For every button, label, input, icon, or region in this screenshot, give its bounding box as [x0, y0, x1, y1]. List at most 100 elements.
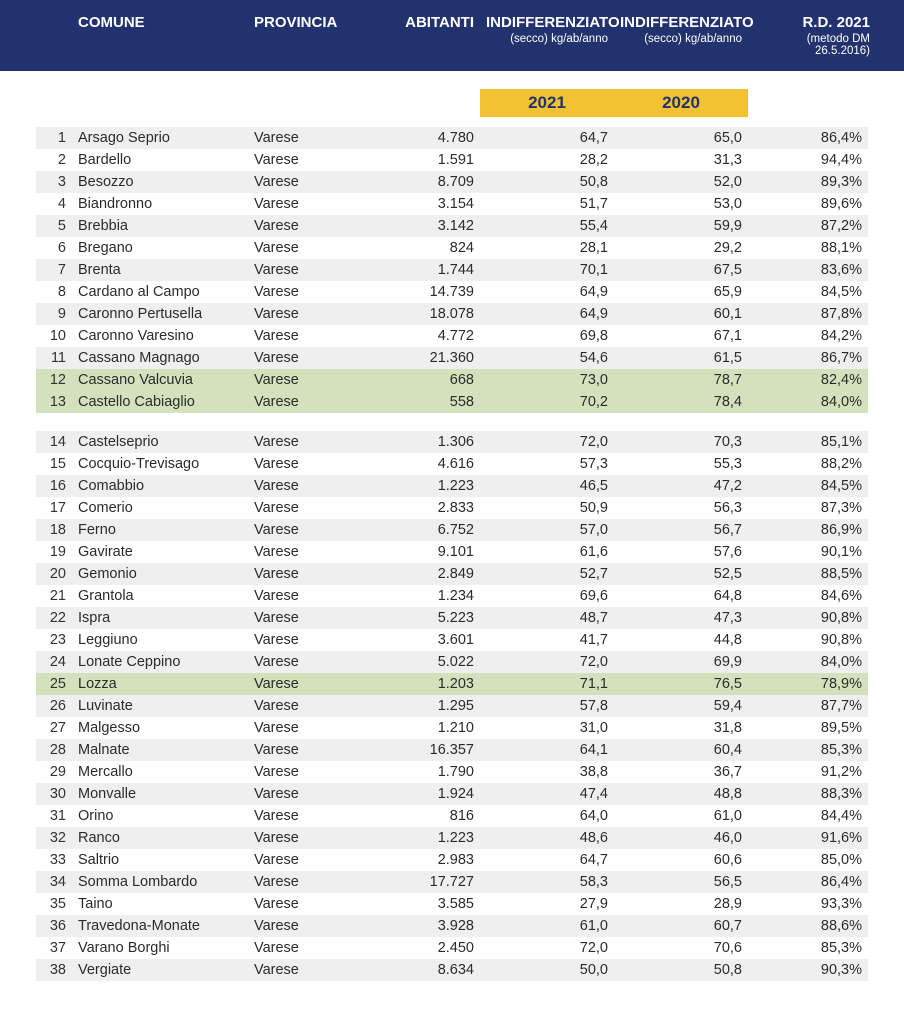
cell-indiff-2020: 47,2 [614, 475, 748, 497]
row-number: 27 [36, 717, 72, 739]
cell-indiff-2021: 64,9 [480, 281, 614, 303]
cell-abitanti: 6.752 [374, 519, 480, 541]
cell-indiff-2020: 55,3 [614, 453, 748, 475]
row-number: 37 [36, 937, 72, 959]
row-number: 9 [36, 303, 72, 325]
cell-rd-2021: 86,4% [748, 127, 868, 149]
cell-abitanti: 1.210 [374, 717, 480, 739]
cell-indiff-2020: 31,8 [614, 717, 748, 739]
cell-indiff-2021: 64,0 [480, 805, 614, 827]
row-number: 10 [36, 325, 72, 347]
col-indiff-2021-sub: (secco) kg/ab/anno [486, 33, 608, 45]
table-header: COMUNE PROVINCIA ABITANTI INDIFFERENZIAT… [0, 0, 904, 71]
cell-indiff-2021: 51,7 [480, 193, 614, 215]
table-row: 8Cardano al CampoVarese14.73964,965,984,… [36, 281, 868, 303]
cell-indiff-2020: 31,3 [614, 149, 748, 171]
table-row: 1Arsago SeprioVarese4.78064,765,086,4% [36, 127, 868, 149]
cell-abitanti: 1.295 [374, 695, 480, 717]
cell-abitanti: 816 [374, 805, 480, 827]
row-number: 23 [36, 629, 72, 651]
cell-indiff-2021: 61,6 [480, 541, 614, 563]
cell-rd-2021: 86,4% [748, 871, 868, 893]
cell-provincia: Varese [248, 215, 374, 237]
cell-indiff-2020: 50,8 [614, 959, 748, 981]
row-number: 22 [36, 607, 72, 629]
row-number: 30 [36, 783, 72, 805]
cell-provincia: Varese [248, 805, 374, 827]
row-number: 16 [36, 475, 72, 497]
cell-indiff-2020: 60,1 [614, 303, 748, 325]
cell-abitanti: 3.928 [374, 915, 480, 937]
row-number: 14 [36, 431, 72, 453]
row-number: 20 [36, 563, 72, 585]
cell-rd-2021: 90,8% [748, 629, 868, 651]
cell-indiff-2021: 52,7 [480, 563, 614, 585]
cell-provincia: Varese [248, 739, 374, 761]
cell-provincia: Varese [248, 127, 374, 149]
cell-indiff-2021: 57,0 [480, 519, 614, 541]
cell-provincia: Varese [248, 629, 374, 651]
cell-provincia: Varese [248, 849, 374, 871]
row-number: 3 [36, 171, 72, 193]
cell-provincia: Varese [248, 761, 374, 783]
cell-indiff-2021: 46,5 [480, 475, 614, 497]
table-row: 14CastelseprioVarese1.30672,070,385,1% [36, 431, 868, 453]
cell-provincia: Varese [248, 959, 374, 981]
cell-provincia: Varese [248, 893, 374, 915]
cell-comune: Cocquio-Trevisago [72, 453, 248, 475]
cell-indiff-2020: 28,9 [614, 893, 748, 915]
cell-provincia: Varese [248, 827, 374, 849]
cell-comune: Comabbio [72, 475, 248, 497]
table-row: 9Caronno PertusellaVarese18.07864,960,18… [36, 303, 868, 325]
cell-comune: Castelseprio [72, 431, 248, 453]
cell-abitanti: 1.591 [374, 149, 480, 171]
cell-provincia: Varese [248, 585, 374, 607]
table-row: 32RancoVarese1.22348,646,091,6% [36, 827, 868, 849]
cell-abitanti: 8.709 [374, 171, 480, 193]
cell-rd-2021: 91,2% [748, 761, 868, 783]
row-number: 15 [36, 453, 72, 475]
cell-abitanti: 1.223 [374, 475, 480, 497]
row-number: 11 [36, 347, 72, 369]
cell-rd-2021: 85,3% [748, 739, 868, 761]
cell-provincia: Varese [248, 347, 374, 369]
cell-abitanti: 8.634 [374, 959, 480, 981]
cell-abitanti: 3.601 [374, 629, 480, 651]
row-number: 36 [36, 915, 72, 937]
row-number: 12 [36, 369, 72, 391]
cell-indiff-2020: 70,6 [614, 937, 748, 959]
cell-rd-2021: 84,6% [748, 585, 868, 607]
table-row: 5BrebbiaVarese3.14255,459,987,2% [36, 215, 868, 237]
row-number: 6 [36, 237, 72, 259]
cell-comune: Comerio [72, 497, 248, 519]
cell-comune: Monvalle [72, 783, 248, 805]
row-number: 17 [36, 497, 72, 519]
table-row: 12Cassano ValcuviaVarese66873,078,782,4% [36, 369, 868, 391]
row-number: 24 [36, 651, 72, 673]
cell-comune: Arsago Seprio [72, 127, 248, 149]
cell-abitanti: 16.357 [374, 739, 480, 761]
year-badge-2020: 2020 [614, 89, 748, 117]
cell-comune: Gemonio [72, 563, 248, 585]
cell-rd-2021: 93,3% [748, 893, 868, 915]
row-number: 29 [36, 761, 72, 783]
col-indiff-2020: INDIFFERENZIATO (secco) kg/ab/anno [614, 14, 748, 45]
cell-abitanti: 1.203 [374, 673, 480, 695]
cell-comune: Ferno [72, 519, 248, 541]
cell-provincia: Varese [248, 475, 374, 497]
cell-indiff-2020: 78,4 [614, 391, 748, 413]
cell-abitanti: 2.450 [374, 937, 480, 959]
page: COMUNE PROVINCIA ABITANTI INDIFFERENZIAT… [0, 0, 904, 1011]
cell-comune: Biandronno [72, 193, 248, 215]
cell-indiff-2021: 72,0 [480, 431, 614, 453]
col-indiff-2021: INDIFFERENZIATO (secco) kg/ab/anno [480, 14, 614, 45]
cell-indiff-2021: 47,4 [480, 783, 614, 805]
cell-provincia: Varese [248, 651, 374, 673]
cell-provincia: Varese [248, 915, 374, 937]
cell-provincia: Varese [248, 325, 374, 347]
cell-indiff-2020: 52,5 [614, 563, 748, 585]
table-row: 30MonvalleVarese1.92447,448,888,3% [36, 783, 868, 805]
cell-indiff-2020: 69,9 [614, 651, 748, 673]
cell-provincia: Varese [248, 369, 374, 391]
cell-rd-2021: 87,7% [748, 695, 868, 717]
